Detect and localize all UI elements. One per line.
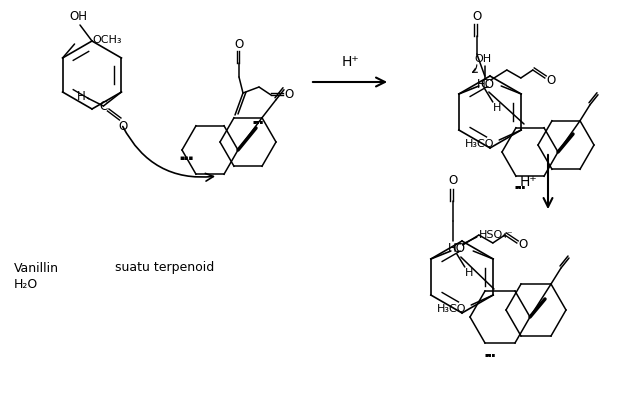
Text: ▪▪▪: ▪▪▪	[179, 155, 193, 161]
Text: HSO₄⁻: HSO₄⁻	[479, 230, 514, 240]
Text: H⁺: H⁺	[341, 55, 359, 69]
Text: ▪▪▪: ▪▪▪	[484, 353, 496, 358]
Text: O: O	[234, 39, 244, 52]
Text: ▪▪▪: ▪▪▪	[514, 185, 526, 189]
Text: OCH₃: OCH₃	[93, 35, 122, 45]
Text: H: H	[464, 268, 473, 278]
Text: C: C	[453, 243, 461, 256]
Text: H₂O: H₂O	[14, 279, 38, 291]
FancyArrowPatch shape	[473, 65, 477, 72]
Text: OH: OH	[69, 10, 87, 23]
Text: Vanillin: Vanillin	[14, 262, 59, 274]
Text: H⁺: H⁺	[519, 175, 537, 189]
Text: O: O	[472, 10, 482, 23]
Text: C: C	[480, 77, 489, 91]
Text: HO: HO	[477, 77, 495, 91]
Text: C: C	[100, 100, 108, 112]
FancyArrowPatch shape	[122, 127, 213, 181]
Text: H₃CO: H₃CO	[436, 304, 466, 314]
Text: O: O	[546, 73, 556, 87]
Text: H: H	[77, 89, 86, 102]
Text: O: O	[449, 175, 457, 187]
Text: OH: OH	[474, 54, 491, 64]
Text: H: H	[493, 103, 501, 113]
Text: H₃CO: H₃CO	[464, 139, 494, 149]
Text: suatu terpenoid: suatu terpenoid	[115, 262, 214, 274]
Text: O: O	[518, 239, 528, 252]
Text: ▪▪▪: ▪▪▪	[253, 119, 263, 125]
Text: HO: HO	[448, 243, 466, 256]
Text: O: O	[119, 119, 128, 133]
Text: O: O	[285, 89, 293, 102]
